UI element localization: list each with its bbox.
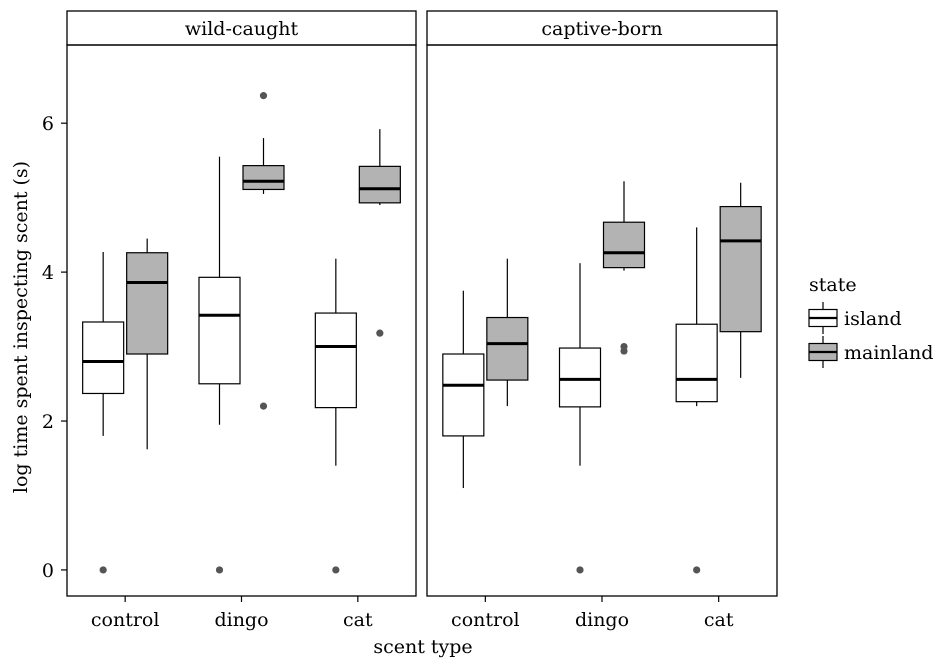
facet-strip-label: captive-born bbox=[541, 18, 662, 40]
box-iqr bbox=[242, 165, 285, 191]
box-dingo-mainland bbox=[602, 181, 646, 355]
outlier-point bbox=[332, 566, 340, 574]
y-tick-label: 4 bbox=[42, 262, 54, 284]
box-control-mainland bbox=[126, 238, 169, 450]
x-axis-label: scent type bbox=[373, 636, 472, 658]
panels-layer: wild-caught control dingo cat captive-born co… bbox=[66, 10, 778, 631]
legend-entry-label: island bbox=[844, 308, 902, 330]
legend: state island mainland bbox=[808, 274, 933, 368]
box-control-island bbox=[442, 290, 485, 489]
outlier-point bbox=[376, 329, 384, 337]
box-cat-island bbox=[314, 258, 357, 574]
box-iqr bbox=[314, 312, 357, 409]
box-iqr bbox=[82, 321, 125, 395]
outlier-point bbox=[215, 566, 224, 574]
legend-entry-island: island bbox=[808, 302, 902, 334]
box-iqr bbox=[486, 316, 529, 381]
outlier-point bbox=[576, 566, 584, 574]
x-tick-label: dingo bbox=[214, 609, 268, 631]
facet-strip bbox=[66, 10, 417, 46]
y-tick-label: 6 bbox=[42, 113, 54, 135]
outlier-point bbox=[620, 347, 628, 355]
box-iqr bbox=[719, 205, 762, 333]
box-dingo-mainland bbox=[242, 92, 285, 410]
box-dingo-island bbox=[198, 156, 241, 574]
box-iqr bbox=[198, 276, 241, 385]
y-tick-label: 2 bbox=[42, 411, 54, 433]
box-iqr bbox=[558, 347, 602, 408]
box-iqr bbox=[602, 221, 646, 269]
legend-entry-mainland: mainland bbox=[808, 336, 933, 368]
x-tick-label: control bbox=[451, 609, 520, 631]
legend-title: state bbox=[809, 274, 857, 296]
box-cat-mainland bbox=[358, 129, 401, 337]
y-tick-label: 0 bbox=[42, 560, 54, 582]
box-iqr bbox=[675, 323, 718, 403]
outlier-point bbox=[259, 402, 268, 410]
y-axis: 0 2 4 6 bbox=[42, 113, 67, 582]
x-tick-label: dingo bbox=[575, 609, 629, 631]
outlier-point bbox=[693, 566, 701, 574]
box-control-mainland bbox=[486, 258, 529, 407]
panel-captive-born: captive-born control dingo cat bbox=[426, 10, 778, 631]
outlier-point bbox=[259, 92, 268, 100]
y-axis-label: log time spent inspecting scent (s) bbox=[10, 161, 32, 493]
box-iqr bbox=[126, 252, 169, 355]
x-tick-label: control bbox=[91, 609, 160, 631]
box-iqr bbox=[358, 165, 401, 204]
box-cat-island bbox=[675, 227, 718, 574]
legend-entry-label: mainland bbox=[844, 342, 933, 364]
outlier-point bbox=[99, 566, 107, 574]
panel-wild-caught: wild-caught control dingo cat bbox=[66, 10, 417, 631]
facet-strip-label: wild-caught bbox=[185, 18, 299, 40]
box-dingo-island bbox=[558, 263, 602, 574]
box-iqr bbox=[442, 353, 485, 437]
box-cat-mainland bbox=[719, 182, 762, 378]
box-control-island bbox=[82, 251, 125, 574]
x-tick-label: cat bbox=[343, 609, 373, 631]
panel-border bbox=[66, 44, 417, 597]
x-tick-label: cat bbox=[704, 609, 734, 631]
facet-strip bbox=[426, 10, 778, 46]
